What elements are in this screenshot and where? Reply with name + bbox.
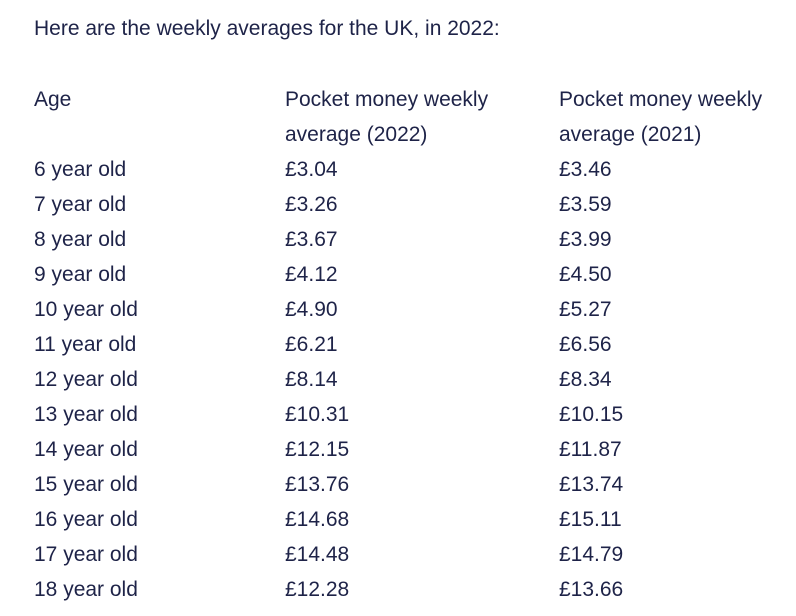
cell-age: 6 year old (34, 158, 127, 181)
cell-average-2021: £15.11 (559, 508, 622, 531)
cell-average-2021: £3.59 (559, 193, 612, 216)
cell-average-2021: £10.15 (559, 403, 624, 426)
header-average-2021-line2: average (2021) (559, 123, 702, 146)
table-row: 18 year old £12.28 £13.66 (34, 572, 789, 607)
cell-age: 17 year old (34, 543, 138, 566)
header-age: Age (34, 88, 72, 111)
table-row: 7 year old £3.26 £3.59 (34, 187, 789, 222)
cell-average-2022: £14.68 (285, 508, 350, 531)
cell-age: 12 year old (34, 368, 138, 391)
cell-average-2021: £13.74 (559, 473, 624, 496)
table-row: 15 year old £13.76 £13.74 (34, 467, 789, 502)
pocket-money-table: Age Pocket money weekly average (2022) P… (34, 82, 789, 607)
cell-average-2021: £14.79 (559, 543, 624, 566)
cell-age: 15 year old (34, 473, 138, 496)
table-row: 13 year old £10.31 £10.15 (34, 397, 789, 432)
cell-age: 7 year old (34, 193, 127, 216)
table-row: 10 year old £4.90 £5.27 (34, 292, 789, 327)
table-row: 17 year old £14.48 £14.79 (34, 537, 789, 572)
header-average-2021: Pocket money weekly average (2021) (559, 82, 789, 152)
cell-age: 18 year old (34, 578, 138, 601)
table-body: 6 year old £3.04 £3.46 7 year old £3.26 … (34, 152, 789, 607)
table-row: 6 year old £3.04 £3.46 (34, 152, 789, 187)
cell-average-2021: £4.50 (559, 263, 612, 286)
header-average-2022: Pocket money weekly average (2022) (285, 82, 559, 152)
cell-age: 14 year old (34, 438, 138, 461)
cell-average-2022: £4.12 (285, 263, 338, 286)
cell-average-2022: £12.28 (285, 578, 350, 601)
cell-average-2021: £8.34 (559, 368, 612, 391)
cell-age: 8 year old (34, 228, 127, 251)
intro-text: Here are the weekly averages for the UK,… (34, 17, 500, 40)
cell-average-2021: £13.66 (559, 578, 624, 601)
cell-average-2022: £4.90 (285, 298, 338, 321)
cell-average-2022: £13.76 (285, 473, 350, 496)
cell-average-2022: £12.15 (285, 438, 350, 461)
header-average-2022-line2: average (2022) (285, 123, 428, 146)
cell-average-2021: £5.27 (559, 298, 612, 321)
table-row: 8 year old £3.67 £3.99 (34, 222, 789, 257)
cell-average-2022: £14.48 (285, 543, 350, 566)
cell-age: 9 year old (34, 263, 127, 286)
table-row: 16 year old £14.68 £15.11 (34, 502, 789, 537)
table-header-row: Age Pocket money weekly average (2022) P… (34, 82, 789, 152)
cell-average-2022: £8.14 (285, 368, 338, 391)
cell-average-2022: £10.31 (285, 403, 350, 426)
cell-average-2022: £6.21 (285, 333, 338, 356)
cell-average-2022: £3.26 (285, 193, 338, 216)
table-row: 11 year old £6.21 £6.56 (34, 327, 789, 362)
table-row: 12 year old £8.14 £8.34 (34, 362, 789, 397)
cell-age: 11 year old (34, 333, 137, 356)
cell-average-2021: £6.56 (559, 333, 612, 356)
cell-average-2021: £3.46 (559, 158, 612, 181)
cell-age: 10 year old (34, 298, 138, 321)
table-row: 14 year old £12.15 £11.87 (34, 432, 789, 467)
cell-age: 13 year old (34, 403, 138, 426)
cell-average-2021: £11.87 (559, 438, 622, 461)
cell-age: 16 year old (34, 508, 138, 531)
cell-average-2021: £3.99 (559, 228, 612, 251)
cell-average-2022: £3.67 (285, 228, 338, 251)
header-average-2021-line1: Pocket money weekly (559, 88, 763, 111)
cell-average-2022: £3.04 (285, 158, 338, 181)
header-average-2022-line1: Pocket money weekly (285, 88, 489, 111)
table-row: 9 year old £4.12 £4.50 (34, 257, 789, 292)
